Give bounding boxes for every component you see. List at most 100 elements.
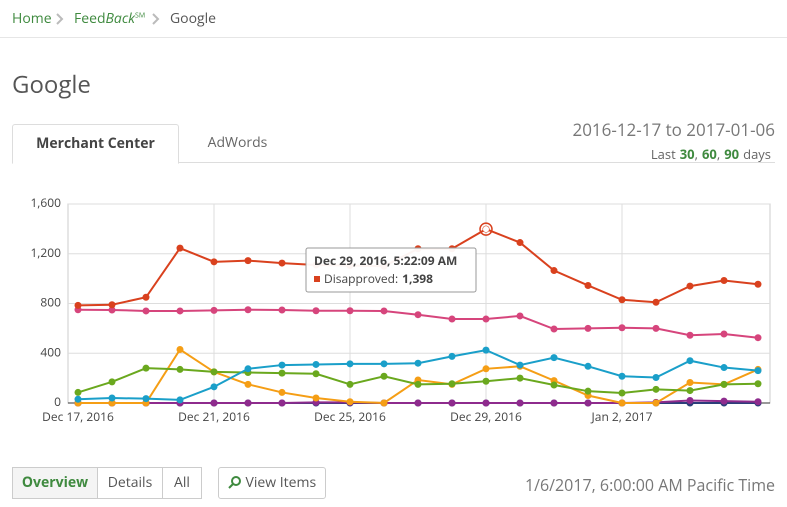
data-point bbox=[516, 312, 524, 320]
chevron bbox=[152, 13, 160, 25]
data-point bbox=[516, 361, 524, 369]
data-point bbox=[720, 380, 728, 388]
tab-adwords[interactable]: AdWords bbox=[207, 133, 268, 152]
range-link[interactable]: 90 bbox=[724, 145, 740, 163]
data-point bbox=[142, 364, 150, 372]
data-point bbox=[210, 399, 218, 407]
data-point bbox=[448, 380, 456, 388]
data-point bbox=[686, 397, 694, 405]
x-tick-label: Dec 25, 2016 bbox=[314, 408, 386, 425]
data-point bbox=[550, 267, 558, 275]
data-point bbox=[686, 378, 694, 386]
breadcrumb-feedback[interactable]: FeedBackSM bbox=[74, 9, 145, 28]
data-point bbox=[244, 257, 252, 265]
data-point bbox=[482, 399, 490, 407]
view-items-button[interactable]: View Items bbox=[218, 467, 326, 499]
separator: , bbox=[716, 145, 721, 163]
data-point bbox=[754, 334, 762, 342]
breadcrumb: Home FeedBackSM Google bbox=[0, 0, 787, 38]
data-point bbox=[720, 397, 728, 405]
data-point bbox=[244, 399, 252, 407]
all-button[interactable]: All bbox=[162, 467, 202, 499]
data-point bbox=[550, 399, 558, 407]
highlight-point bbox=[479, 222, 493, 236]
x-tick-label: Dec 17, 2016 bbox=[42, 408, 114, 425]
data-point bbox=[142, 307, 150, 315]
data-point bbox=[414, 359, 422, 367]
data-point bbox=[448, 352, 456, 360]
tab-merchant[interactable]: Merchant Center bbox=[12, 124, 179, 164]
data-point bbox=[176, 396, 184, 404]
data-point bbox=[686, 357, 694, 365]
data-point bbox=[652, 374, 660, 382]
data-point bbox=[380, 360, 388, 368]
data-point bbox=[584, 324, 592, 332]
data-point bbox=[312, 370, 320, 378]
data-point bbox=[516, 374, 524, 382]
data-point bbox=[618, 372, 626, 380]
back: Back bbox=[105, 9, 136, 28]
range-link[interactable]: 30 bbox=[679, 145, 695, 163]
data-point bbox=[312, 394, 320, 402]
data-point bbox=[210, 368, 218, 376]
data-point bbox=[108, 301, 116, 309]
y-tick-label: 800 bbox=[40, 294, 61, 311]
data-point bbox=[312, 360, 320, 368]
view-items-label: View Items bbox=[245, 473, 317, 492]
data-point bbox=[346, 398, 354, 406]
data-point bbox=[312, 307, 320, 315]
data-point bbox=[584, 362, 592, 370]
tooltip-title: Dec 29, 2016, 5:22:09 AM bbox=[314, 252, 457, 269]
data-point bbox=[652, 298, 660, 306]
data-point bbox=[482, 377, 490, 385]
breadcrumb-current: Google bbox=[170, 9, 217, 28]
data-point bbox=[584, 281, 592, 289]
data-point bbox=[244, 380, 252, 388]
series bbox=[74, 306, 762, 342]
tooltip-series-name: Disapproved: bbox=[324, 270, 398, 287]
series bbox=[74, 364, 762, 397]
data-point bbox=[618, 389, 626, 397]
data-point bbox=[754, 398, 762, 406]
data-point bbox=[550, 354, 558, 362]
data-point bbox=[380, 307, 388, 315]
x-tick-label: Dec 29, 2016 bbox=[450, 408, 522, 425]
y-tick-label: 1,200 bbox=[30, 244, 61, 261]
highlight-center bbox=[483, 226, 489, 233]
data-point bbox=[108, 394, 116, 402]
data-point bbox=[652, 385, 660, 393]
tooltip-series: Disapproved: 1,398 bbox=[324, 270, 433, 287]
data-point bbox=[346, 380, 354, 388]
data-point bbox=[380, 372, 388, 380]
data-point bbox=[550, 325, 558, 333]
data-point bbox=[244, 365, 252, 373]
data-point bbox=[108, 306, 116, 314]
data-point bbox=[108, 399, 116, 407]
data-point bbox=[176, 244, 184, 252]
data-point bbox=[618, 399, 626, 407]
data-point bbox=[142, 395, 150, 403]
data-point bbox=[720, 276, 728, 284]
page-title: Google bbox=[12, 68, 91, 101]
timestamp: 1/6/2017, 6:00:00 AM Pacific Time bbox=[525, 474, 775, 496]
data-point bbox=[108, 378, 116, 386]
data-point bbox=[516, 399, 524, 407]
data-point bbox=[754, 280, 762, 288]
data-point bbox=[176, 365, 184, 373]
data-point bbox=[210, 383, 218, 391]
series bbox=[74, 346, 762, 404]
overview-button[interactable]: Overview bbox=[12, 467, 98, 499]
data-point bbox=[720, 364, 728, 372]
data-point bbox=[380, 399, 388, 407]
data-point bbox=[346, 307, 354, 315]
data-point bbox=[652, 324, 660, 332]
tooltip-swatch bbox=[314, 276, 320, 282]
data-point bbox=[74, 301, 82, 309]
details-button[interactable]: Details bbox=[97, 467, 163, 499]
data-point bbox=[210, 306, 218, 314]
range-link[interactable]: 60 bbox=[701, 145, 717, 163]
breadcrumb-home[interactable]: Home bbox=[12, 9, 52, 28]
data-point bbox=[720, 330, 728, 338]
feed: Feed bbox=[74, 9, 106, 28]
data-point bbox=[618, 324, 626, 332]
